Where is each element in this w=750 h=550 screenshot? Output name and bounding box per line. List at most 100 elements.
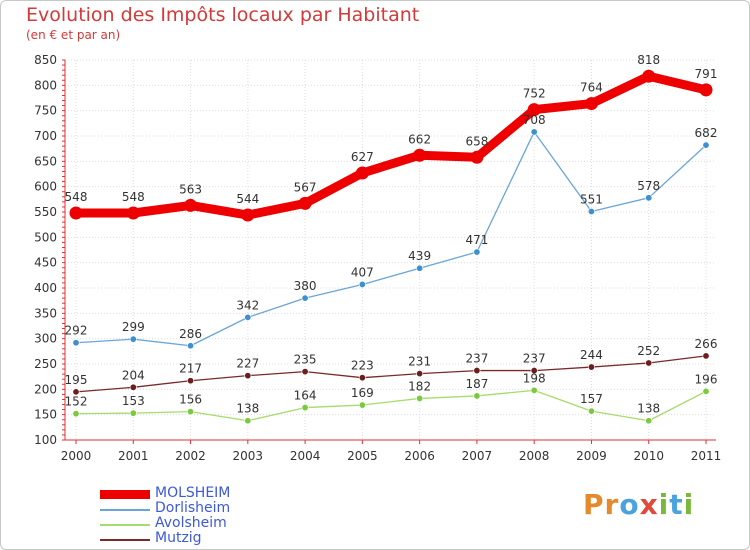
data-label-molsheim: 567 xyxy=(294,180,317,194)
data-label-mutzig: 235 xyxy=(294,353,317,367)
plot-area xyxy=(65,60,716,440)
point-molsheim xyxy=(699,83,713,97)
point-avolsheim xyxy=(301,404,309,412)
legend-label: Mutzig xyxy=(155,530,202,546)
x-tick-label: 2003 xyxy=(233,449,264,463)
point-avolsheim xyxy=(473,392,481,400)
data-label-avolsheim: 164 xyxy=(294,389,317,403)
point-molsheim xyxy=(184,198,198,212)
point-mutzig xyxy=(473,367,481,375)
point-avolsheim xyxy=(187,408,195,416)
data-label-dorlisheim: 342 xyxy=(236,298,259,312)
logo-letter: i xyxy=(683,488,695,521)
point-mutzig xyxy=(587,363,595,371)
point-molsheim xyxy=(126,206,140,220)
point-mutzig xyxy=(530,367,538,375)
point-mutzig xyxy=(645,359,653,367)
data-label-mutzig: 204 xyxy=(122,368,145,382)
logo-letter: i xyxy=(658,488,670,521)
point-mutzig xyxy=(187,377,195,385)
point-molsheim xyxy=(642,69,656,83)
point-dorlisheim xyxy=(72,339,80,347)
data-label-mutzig: 237 xyxy=(523,352,546,366)
y-tick-label: 550 xyxy=(34,205,57,219)
series-line-mutzig xyxy=(75,355,707,393)
data-label-mutzig: 252 xyxy=(637,344,660,358)
data-label-dorlisheim: 380 xyxy=(294,279,317,293)
point-molsheim xyxy=(584,97,598,111)
y-tick-label: 650 xyxy=(34,154,57,168)
legend-swatch xyxy=(100,490,150,499)
data-label-dorlisheim: 551 xyxy=(580,192,603,206)
y-tick-label: 150 xyxy=(34,408,57,422)
logo-letter: r xyxy=(604,488,620,521)
data-label-avolsheim: 169 xyxy=(351,386,374,400)
legend-label: MOLSHEIM xyxy=(155,485,231,501)
point-mutzig xyxy=(301,368,309,376)
series-line-dorlisheim xyxy=(75,131,707,347)
x-tick-label: 2005 xyxy=(347,449,378,463)
data-label-dorlisheim: 407 xyxy=(351,265,374,279)
data-label-dorlisheim: 292 xyxy=(65,324,88,338)
data-label-mutzig: 227 xyxy=(236,357,259,371)
point-avolsheim xyxy=(530,386,538,394)
point-molsheim xyxy=(69,206,83,220)
data-label-mutzig: 266 xyxy=(695,337,718,351)
data-label-molsheim: 548 xyxy=(65,190,88,204)
x-tick-label: 2007 xyxy=(462,449,493,463)
data-label-mutzig: 237 xyxy=(465,352,488,366)
y-tick-label: 800 xyxy=(34,78,57,92)
point-dorlisheim xyxy=(530,128,538,136)
data-label-dorlisheim: 682 xyxy=(695,126,718,140)
point-molsheim xyxy=(298,196,312,210)
point-dorlisheim xyxy=(187,342,195,350)
data-label-avolsheim: 138 xyxy=(236,402,259,416)
legend-label: Dorlisheim xyxy=(155,500,231,516)
data-label-molsheim: 563 xyxy=(179,182,202,196)
point-avolsheim xyxy=(645,417,653,425)
point-dorlisheim xyxy=(473,248,481,256)
x-tick-label: 2009 xyxy=(576,449,607,463)
logo-letter: o xyxy=(619,488,640,521)
chart-title: Evolution des Impôts locaux par Habitant xyxy=(26,4,420,26)
chart-subtitle: (en € et par an) xyxy=(26,28,121,42)
point-mutzig xyxy=(244,372,252,380)
point-mutzig xyxy=(129,383,137,391)
data-label-avolsheim: 182 xyxy=(408,379,431,393)
point-mutzig xyxy=(702,352,710,360)
x-tick-label: 2002 xyxy=(175,449,206,463)
point-dorlisheim xyxy=(244,313,252,321)
point-avolsheim xyxy=(587,407,595,415)
point-avolsheim xyxy=(129,409,137,417)
x-tick-label: 2008 xyxy=(519,449,550,463)
y-tick-label: 700 xyxy=(34,129,57,143)
data-label-dorlisheim: 439 xyxy=(408,249,431,263)
point-avolsheim xyxy=(244,417,252,425)
data-label-avolsheim: 196 xyxy=(695,372,718,386)
x-tick-label: 2004 xyxy=(290,449,321,463)
data-label-mutzig: 217 xyxy=(179,362,202,376)
point-dorlisheim xyxy=(587,207,595,215)
data-label-molsheim: 764 xyxy=(580,81,603,95)
data-label-molsheim: 662 xyxy=(408,132,431,146)
y-tick-label: 400 xyxy=(34,281,57,295)
point-dorlisheim xyxy=(301,294,309,302)
data-label-mutzig: 195 xyxy=(65,373,88,387)
x-tick-label: 2000 xyxy=(61,449,92,463)
data-label-avolsheim: 187 xyxy=(465,377,488,391)
x-tick-label: 2006 xyxy=(404,449,435,463)
y-tick-label: 600 xyxy=(34,180,57,194)
point-dorlisheim xyxy=(645,194,653,202)
point-dorlisheim xyxy=(358,280,366,288)
y-tick-label: 500 xyxy=(34,230,57,244)
x-tick-label: 2001 xyxy=(118,449,149,463)
point-avolsheim xyxy=(358,401,366,409)
point-molsheim xyxy=(355,166,369,180)
logo-letter: x xyxy=(639,488,659,521)
y-tick-label: 850 xyxy=(34,53,57,67)
data-label-molsheim: 548 xyxy=(122,190,145,204)
point-molsheim xyxy=(413,148,427,162)
data-label-avolsheim: 156 xyxy=(179,393,202,407)
data-label-dorlisheim: 286 xyxy=(179,327,202,341)
